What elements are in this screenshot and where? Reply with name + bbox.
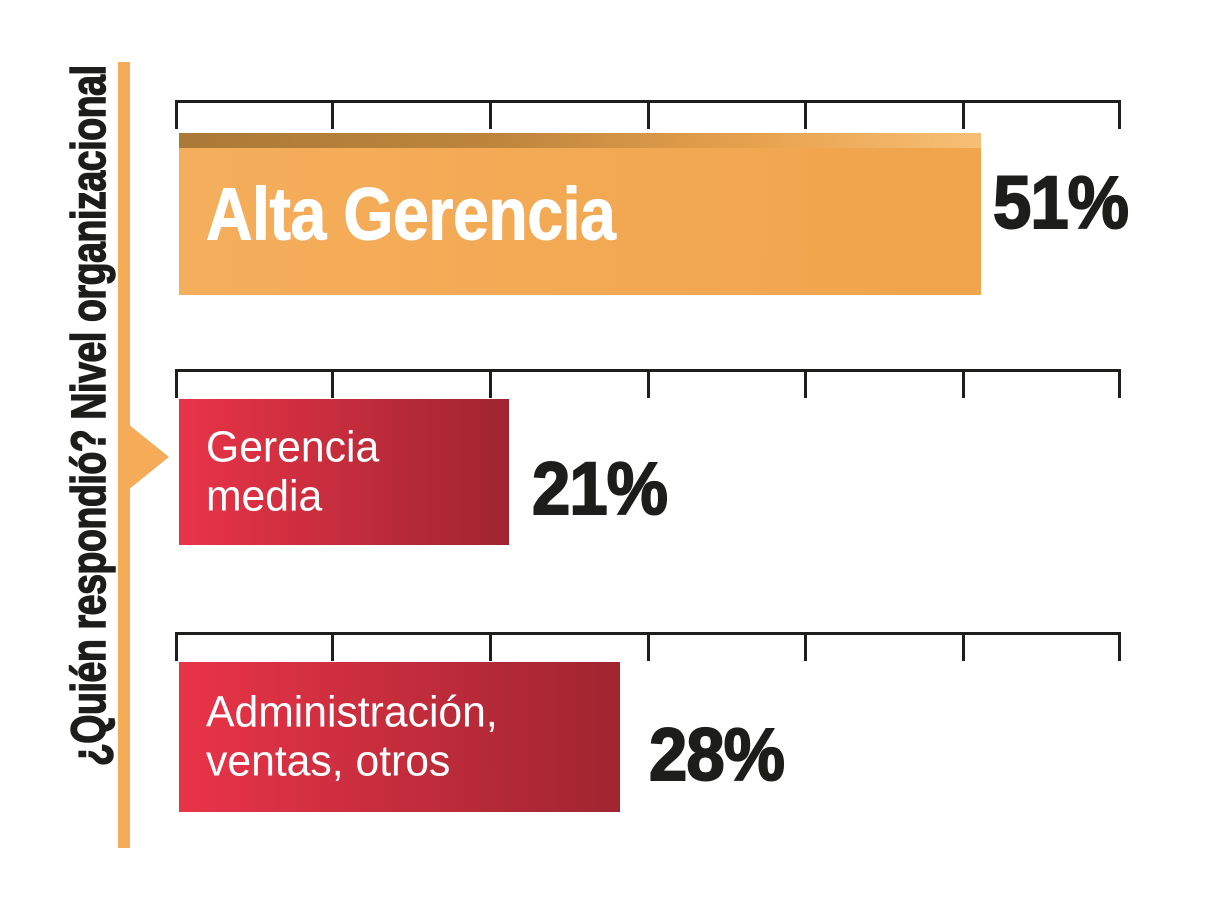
axis-tick (175, 372, 178, 398)
bar-row-alta-gerencia: Alta Gerencia 51% (175, 100, 1130, 300)
axis-tick (331, 635, 335, 661)
value-label: 21% (531, 447, 669, 530)
bar-label-line: media (206, 472, 323, 521)
bar-label-line: Administración, (206, 687, 498, 737)
bar-gerencia-media: Gerencia media (179, 399, 510, 545)
bar-label-line: Alta Gerencia (206, 172, 617, 256)
bar-alta-gerencia: Alta Gerencia (179, 133, 982, 295)
value-label: 28% (648, 713, 786, 796)
axis-ruler (175, 100, 1121, 132)
axis-tick (175, 103, 178, 129)
axis-tick (961, 372, 965, 398)
bar-label-line: ventas, otros (206, 737, 451, 786)
bar-administracion-ventas-otros: Administración, ventas, otros (179, 662, 620, 812)
axis-tick (488, 635, 492, 661)
axis-tick (488, 372, 492, 398)
axis-tick (175, 635, 178, 661)
y-axis-title-text: ¿Quién respondió? Nivel organizacional (62, 65, 116, 767)
axis-tick (488, 103, 492, 129)
axis-accent-line (118, 62, 130, 848)
axis-tick (646, 372, 650, 398)
axis-tick (331, 372, 335, 398)
bar-label-line: Gerencia (206, 422, 380, 472)
bar-row-gerencia-media: Gerencia media 21% (175, 369, 1121, 549)
axis-tick (804, 372, 808, 398)
y-axis-title: ¿Quién respondió? Nivel organizacional (62, 55, 116, 865)
axis-tick (1118, 372, 1121, 398)
axis-tick (331, 103, 335, 129)
bar-label: Alta Gerencia (206, 172, 677, 257)
axis-tick (804, 103, 808, 129)
axis-ruler (175, 369, 1121, 401)
axis-tick (646, 103, 650, 129)
axis-ruler (175, 632, 1121, 664)
bar-label: Administración, ventas, otros (206, 688, 507, 787)
axis-tick (1118, 635, 1121, 661)
axis-tick (961, 635, 965, 661)
axis-tick (646, 635, 650, 661)
axis-tick (1118, 103, 1121, 129)
axis-tick (804, 635, 808, 661)
value-label: 51% (992, 161, 1130, 244)
bar-row-administracion-ventas-otros: Administración, ventas, otros 28% (175, 632, 1121, 816)
arrow-right-icon (128, 424, 169, 490)
bar-label: Gerencia media (206, 423, 385, 522)
axis-tick (961, 103, 965, 129)
